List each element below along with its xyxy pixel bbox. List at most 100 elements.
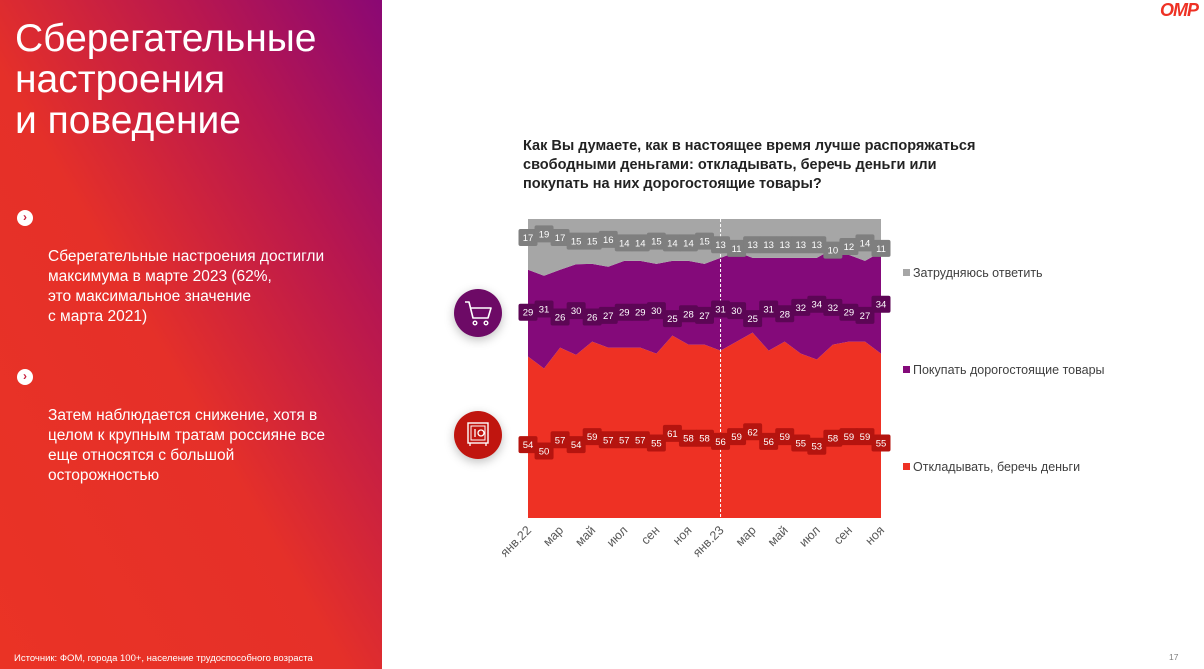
data-label: 32 <box>828 303 839 314</box>
data-label-box <box>598 306 618 324</box>
data-label: 11 <box>876 244 886 255</box>
data-label-box <box>646 232 666 250</box>
data-label: 14 <box>860 238 871 249</box>
data-label-box <box>518 229 538 247</box>
data-label-box <box>743 236 763 254</box>
data-label: 54 <box>523 440 534 451</box>
legend-item-save-money: Откладывать, беречь деньги <box>903 460 1080 474</box>
key-findings: › Сберегательные настроения достигли мак… <box>17 207 367 525</box>
data-label: 57 <box>619 435 630 446</box>
data-label: 28 <box>683 309 694 320</box>
shopping-cart-icon <box>454 289 502 337</box>
data-label-box <box>727 302 747 320</box>
area-series-0 <box>528 332 881 518</box>
data-label-box <box>711 300 731 318</box>
x-tick-label: июл <box>604 523 630 549</box>
data-label-box <box>582 308 602 326</box>
data-label: 14 <box>635 238 646 249</box>
data-label-box <box>727 239 747 257</box>
data-label-box <box>791 236 811 254</box>
data-label: 17 <box>523 233 534 244</box>
data-label-box <box>823 429 843 447</box>
data-label-box <box>662 234 682 252</box>
data-label: 57 <box>555 435 566 446</box>
data-label-box <box>855 306 875 324</box>
data-label: 57 <box>635 435 646 446</box>
data-label-box <box>662 310 682 328</box>
data-label: 34 <box>812 300 823 311</box>
legend-label: Покупать дорогостоящие товары <box>913 363 1105 377</box>
x-tick-label: ноя <box>863 523 887 547</box>
page-number: 17 <box>1169 652 1179 662</box>
data-label-box <box>550 308 570 326</box>
data-label: 14 <box>667 238 678 249</box>
source-note: Источник: ФОМ, города 100+, население тр… <box>14 653 313 664</box>
safe-icon <box>454 411 502 459</box>
data-label-box <box>614 234 634 252</box>
data-label: 58 <box>828 434 839 445</box>
data-labels-series-2: 17 19 17 15 15 16 14 14 15 14 14 15 13 11 13 13 13 13 13 10… <box>518 225 891 259</box>
data-label: 13 <box>795 240 806 251</box>
legend-swatch <box>903 463 910 470</box>
x-tick-label: сен <box>638 523 662 547</box>
data-label: 59 <box>587 432 598 443</box>
data-label: 14 <box>619 238 630 249</box>
data-label-box <box>711 432 731 450</box>
data-label: 61 <box>667 429 678 440</box>
data-label: 56 <box>715 437 726 448</box>
data-label: 13 <box>763 240 774 251</box>
data-label-box <box>807 295 827 313</box>
data-label: 29 <box>619 308 630 319</box>
data-label-box <box>727 428 747 446</box>
data-label-box <box>518 436 538 454</box>
data-label-box <box>534 300 554 318</box>
data-label-box <box>743 310 763 328</box>
data-label-box <box>823 241 843 259</box>
data-label-box <box>630 303 650 321</box>
chevron-right-icon: › <box>17 369 33 385</box>
data-label-box <box>839 238 859 256</box>
data-label-box <box>695 232 714 250</box>
legend-label: Затрудняюсь ответить <box>913 266 1043 280</box>
finding-item: › Затем наблюдается снижение, хотя в цел… <box>17 366 367 486</box>
data-label: 30 <box>651 306 662 317</box>
data-label-box <box>855 234 875 252</box>
chevron-right-icon: › <box>17 210 33 226</box>
data-label-box <box>534 225 554 243</box>
data-label: 59 <box>860 432 871 443</box>
data-label: 15 <box>587 237 598 248</box>
legend-swatch <box>903 269 910 276</box>
data-labels-series-0: 54 50 57 54 59 57 57 57 55 61 58 58 56 59 62 56 59 55 53 58… <box>518 423 891 460</box>
data-label: 15 <box>651 237 662 248</box>
finding-text: Сберегательные настроения достигли макси… <box>48 248 325 325</box>
data-label: 27 <box>860 311 871 322</box>
data-label: 55 <box>795 438 806 449</box>
data-label: 13 <box>715 240 726 251</box>
data-label: 16 <box>603 235 614 246</box>
data-label-box <box>807 236 827 254</box>
data-label-box <box>614 303 634 321</box>
data-label: 58 <box>683 434 694 445</box>
data-label-box <box>839 428 859 446</box>
x-tick-label: янв.23 <box>690 523 727 560</box>
data-label: 13 <box>812 240 823 251</box>
x-tick-label: май <box>765 523 791 549</box>
x-tick-label: ноя <box>670 523 694 547</box>
data-label-box <box>711 236 731 254</box>
data-label: 59 <box>779 432 790 443</box>
data-label-box <box>759 300 779 318</box>
data-label-box <box>743 423 763 441</box>
data-label-box <box>662 424 682 442</box>
data-label: 26 <box>555 313 566 324</box>
data-label-box <box>534 442 554 460</box>
data-label-box <box>695 429 714 447</box>
data-label: 29 <box>635 308 646 319</box>
data-label: 13 <box>747 240 758 251</box>
data-label-box <box>855 428 875 446</box>
data-label: 57 <box>603 435 614 446</box>
data-label: 55 <box>876 438 887 449</box>
data-label-box <box>598 230 618 248</box>
data-label: 59 <box>844 432 855 443</box>
left-panel: Сберегательные настроения и поведение › … <box>0 0 382 669</box>
